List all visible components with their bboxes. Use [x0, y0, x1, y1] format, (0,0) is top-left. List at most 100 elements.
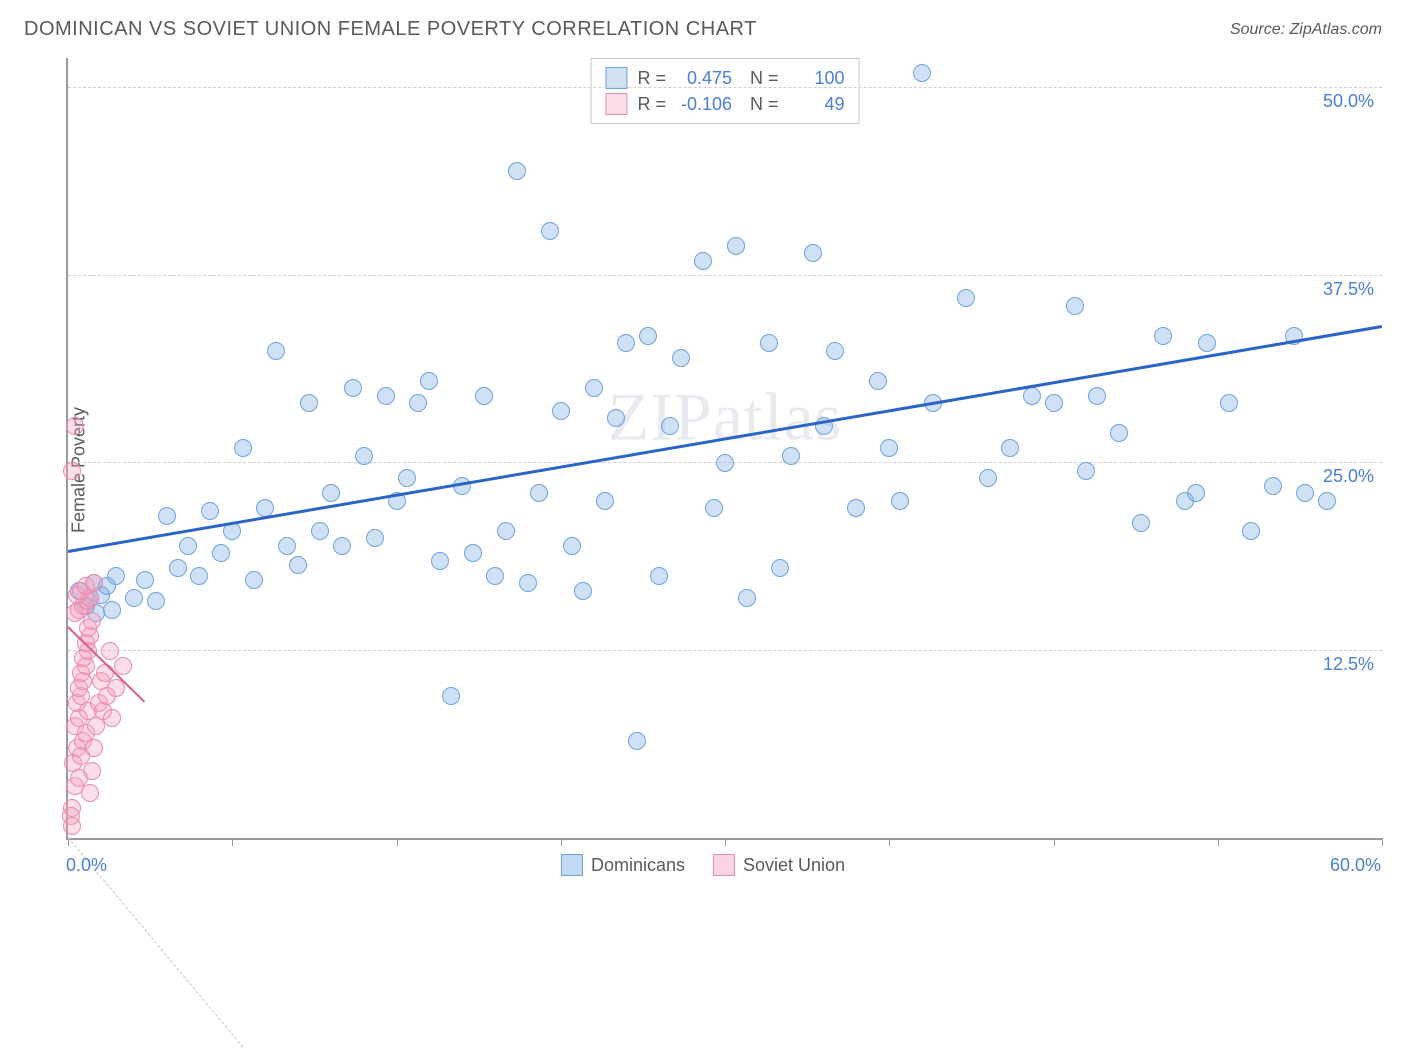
data-point: [344, 379, 362, 397]
data-point: [574, 582, 592, 600]
data-point: [869, 372, 887, 390]
legend-series: Dominicans Soviet Union: [561, 854, 845, 876]
chart-container: Female Poverty ZIPatlas R =0.475N =100R …: [24, 58, 1382, 882]
data-point: [66, 417, 84, 435]
data-point: [1088, 387, 1106, 405]
data-point: [83, 762, 101, 780]
plot-area: ZIPatlas R =0.475N =100R =-0.106N =49 12…: [66, 58, 1382, 840]
gridline-h: [68, 650, 1382, 651]
data-point: [1187, 484, 1205, 502]
x-tick: [232, 838, 233, 846]
legend-n-label: N =: [750, 68, 779, 89]
legend-r-value: 0.475: [676, 68, 732, 89]
data-point: [245, 571, 263, 589]
data-point: [169, 559, 187, 577]
data-point: [1023, 387, 1041, 405]
data-point: [847, 499, 865, 517]
data-point: [1132, 514, 1150, 532]
data-point: [103, 709, 121, 727]
data-point: [355, 447, 373, 465]
data-point: [617, 334, 635, 352]
data-point: [1001, 439, 1019, 457]
legend-n-label: N =: [750, 94, 779, 115]
data-point: [179, 537, 197, 555]
data-point: [639, 327, 657, 345]
data-point: [1264, 477, 1282, 495]
data-point: [607, 409, 625, 427]
data-point: [782, 447, 800, 465]
data-point: [1318, 492, 1336, 510]
data-point: [1045, 394, 1063, 412]
legend-stats: R =0.475N =100R =-0.106N =49: [590, 58, 859, 124]
y-tick-label: 37.5%: [1323, 279, 1374, 300]
data-point: [913, 64, 931, 82]
x-tick: [561, 838, 562, 846]
data-point: [420, 372, 438, 390]
data-point: [541, 222, 559, 240]
watermark: ZIPatlas: [608, 377, 843, 456]
legend-swatch: [561, 854, 583, 876]
source-label: Source: ZipAtlas.com: [1230, 21, 1382, 39]
data-point: [278, 537, 296, 555]
chart-title: DOMINICAN VS SOVIET UNION FEMALE POVERTY…: [24, 18, 757, 41]
data-point: [63, 817, 81, 835]
y-tick-label: 50.0%: [1323, 91, 1374, 112]
data-point: [979, 469, 997, 487]
data-point: [234, 439, 252, 457]
legend-r-label: R =: [637, 68, 666, 89]
data-point: [804, 244, 822, 262]
data-point: [727, 237, 745, 255]
legend-r-value: -0.106: [676, 94, 732, 115]
data-point: [300, 394, 318, 412]
data-point: [114, 657, 132, 675]
data-point: [125, 589, 143, 607]
data-point: [694, 252, 712, 270]
data-point: [1296, 484, 1314, 502]
data-point: [563, 537, 581, 555]
data-point: [464, 544, 482, 562]
data-point: [672, 349, 690, 367]
legend-item: Dominicans: [561, 854, 685, 876]
x-tick: [725, 838, 726, 846]
data-point: [289, 556, 307, 574]
data-point: [377, 387, 395, 405]
data-point: [103, 601, 121, 619]
x-tick: [889, 838, 890, 846]
y-tick-label: 25.0%: [1323, 466, 1374, 487]
data-point: [650, 567, 668, 585]
x-tick: [1382, 838, 1383, 846]
data-point: [1154, 327, 1172, 345]
data-point: [661, 417, 679, 435]
data-point: [107, 567, 125, 585]
legend-label: Soviet Union: [743, 855, 845, 876]
data-point: [409, 394, 427, 412]
data-point: [957, 289, 975, 307]
data-point: [1242, 522, 1260, 540]
data-point: [190, 567, 208, 585]
data-point: [136, 571, 154, 589]
x-tick: [1218, 838, 1219, 846]
data-point: [716, 454, 734, 472]
data-point: [519, 574, 537, 592]
data-point: [1198, 334, 1216, 352]
data-point: [628, 732, 646, 750]
data-point: [530, 484, 548, 502]
data-point: [147, 592, 165, 610]
data-point: [81, 784, 99, 802]
data-point: [311, 522, 329, 540]
data-point: [158, 507, 176, 525]
data-point: [826, 342, 844, 360]
gridline-h: [68, 87, 1382, 88]
legend-n-value: 49: [789, 94, 845, 115]
legend-item: Soviet Union: [713, 854, 845, 876]
data-point: [880, 439, 898, 457]
x-tick: [397, 838, 398, 846]
legend-swatch: [605, 67, 627, 89]
data-point: [705, 499, 723, 517]
legend-label: Dominicans: [591, 855, 685, 876]
data-point: [596, 492, 614, 510]
legend-stat-row: R = -0.106 N = 49: [605, 91, 844, 117]
data-point: [1110, 424, 1128, 442]
legend-r-label: R =: [637, 94, 666, 115]
data-point: [267, 342, 285, 360]
